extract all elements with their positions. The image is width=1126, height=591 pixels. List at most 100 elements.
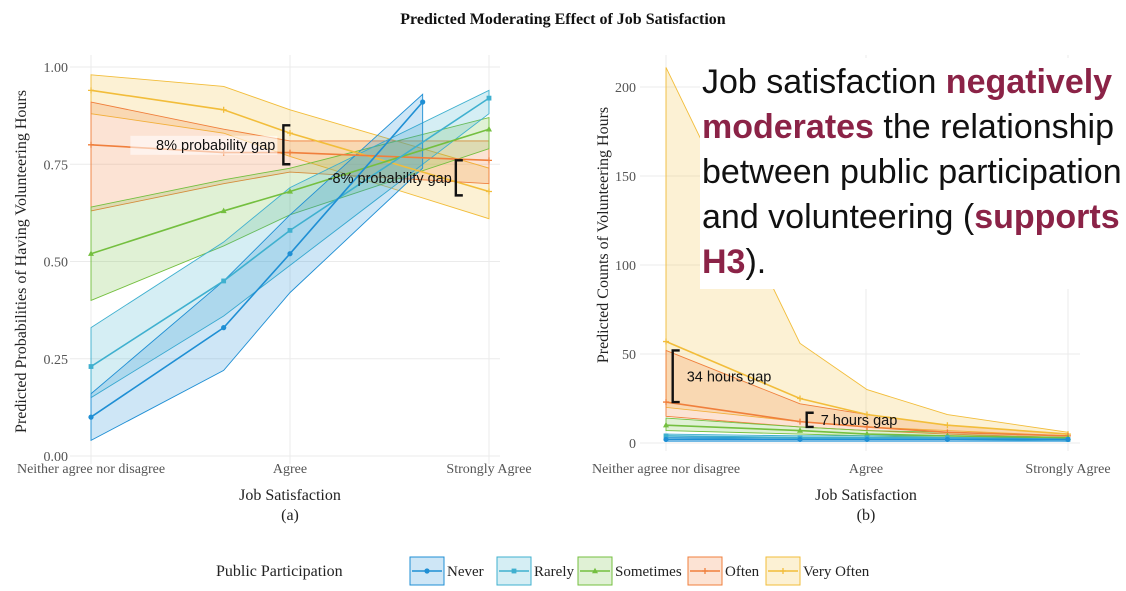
legend-item-sometimes: Sometimes — [577, 556, 682, 586]
data-point-a-rarely — [486, 95, 492, 101]
legend-marker-very-often — [780, 568, 786, 574]
data-point-a-sometimes — [88, 250, 94, 256]
legend-marker-often — [702, 568, 708, 574]
gap-bracket-a-1 — [282, 124, 291, 166]
legend-item-often: Often — [687, 556, 760, 586]
data-point-a-sometimes — [220, 207, 227, 214]
x-tick-label-b: Neither agree nor disagree — [592, 462, 740, 477]
data-point-b-often — [663, 399, 669, 406]
y-axis-title-b: Predicted Counts of Volunteering Hours — [595, 107, 612, 363]
legend-label-very-often: Very Often — [803, 564, 870, 580]
data-point-b-never — [944, 436, 951, 443]
data-point-b-often — [797, 418, 803, 425]
data-point-a-rarely — [221, 278, 227, 284]
data-point-a-never — [287, 251, 293, 257]
data-point-a-never — [88, 414, 94, 420]
callout-part-5: ). — [745, 243, 767, 281]
callout-highlight-2: supports H3 — [702, 198, 1120, 281]
data-point-b-very-often — [864, 411, 870, 418]
data-point-a-very-often — [220, 106, 227, 113]
data-point-b-never — [864, 436, 870, 443]
data-point-b-never — [1065, 436, 1071, 443]
series-line-a-sometimes — [90, 128, 490, 255]
y-tick-label-b: 200 — [615, 81, 636, 96]
data-point-a-never — [221, 325, 227, 331]
ci-band-a-never — [90, 93, 424, 442]
legend-label-often: Often — [725, 564, 760, 580]
panel-label-a: (a) — [281, 507, 299, 524]
ci-band-a-often — [90, 101, 490, 212]
x-axis-title-b: Job Satisfaction — [815, 487, 917, 504]
panel-a: 0.00 0.25 0.50 0.75 1.00 Neither agree nor di… — [13, 55, 532, 524]
data-point-b-never — [663, 436, 669, 443]
data-point-b-sometimes — [797, 427, 803, 433]
data-point-b-very-often — [663, 338, 669, 345]
y-tick-label-a: 0.25 — [44, 353, 69, 368]
legend-label-rarely: Rarely — [534, 564, 574, 580]
x-tick-label-a: Neither agree nor disagree — [17, 462, 165, 477]
gap-bracket-b-2 — [805, 411, 814, 429]
data-point-a-often — [287, 149, 293, 156]
data-point-a-often — [88, 141, 94, 148]
data-point-a-very-often — [88, 87, 94, 94]
y-tick-label-b: 0 — [629, 437, 636, 452]
gap-annotation-b-1: 34 hours gap — [687, 369, 772, 385]
panel-label-b: (b) — [857, 507, 876, 524]
y-axis-title-a: Predicted Probabilities of Having Volunt… — [13, 90, 30, 433]
legend-marker-rarely — [511, 568, 517, 574]
y-tick-label-b: 150 — [615, 170, 636, 185]
callout-part-3: the relationship between public particip… — [702, 108, 1122, 236]
gap-annotation-a-2: -8% probability gap — [328, 171, 452, 187]
series-line-a-never — [90, 101, 424, 418]
data-point-a-often — [486, 157, 492, 164]
ci-band-a-rarely — [90, 89, 490, 399]
y-tick-label-b: 50 — [622, 348, 636, 363]
callout-part-1: Job satisfaction — [702, 63, 946, 101]
callout-text: Job satisfaction negatively moderates th… — [700, 58, 1122, 289]
data-point-a-very-often — [486, 188, 492, 195]
annotation-bg-a-1 — [130, 135, 278, 155]
legend: Public Participation Never Rarely Sometimes… — [216, 556, 870, 586]
x-tick-label-b: Agree — [849, 462, 883, 477]
y-tick-label-a: 0.75 — [44, 158, 69, 173]
legend-label-sometimes: Sometimes — [615, 564, 682, 580]
legend-marker-never — [424, 568, 430, 574]
data-point-b-never — [797, 436, 803, 443]
x-tick-label-a: Agree — [273, 462, 307, 477]
y-tick-label-a: 0.50 — [44, 256, 69, 271]
data-point-b-rarely — [663, 433, 669, 439]
x-axis-title-a: Job Satisfaction — [239, 487, 341, 504]
legend-label-never: Never — [447, 564, 484, 580]
data-point-b-very-often — [944, 422, 951, 429]
data-point-b-often — [864, 423, 870, 430]
data-point-b-very-often — [797, 395, 803, 402]
legend-marker-sometimes — [592, 567, 598, 574]
data-point-a-very-often — [287, 130, 293, 137]
series-line-a-rarely — [90, 97, 490, 368]
data-point-b-sometimes — [864, 430, 870, 437]
y-tick-label-a: 1.00 — [44, 61, 69, 76]
y-tick-label-a: 0.00 — [44, 450, 69, 465]
ci-band-a-very-often — [90, 74, 490, 220]
data-point-a-rarely — [287, 227, 293, 233]
data-point-a-never — [420, 99, 426, 105]
gap-bracket-b-1 — [671, 349, 680, 404]
panel-b: 0 50 100 150 200 Neither agree nor disagree Ag… — [592, 55, 1111, 524]
gap-bracket-a-2 — [454, 159, 463, 197]
legend-title: Public Participation — [216, 563, 343, 580]
legend-item-never: Never — [409, 556, 484, 586]
series-line-a-very-often — [90, 89, 490, 193]
legend-item-very-often: Very Often — [765, 556, 870, 586]
x-tick-label-b: Strongly Agree — [1025, 462, 1110, 477]
ci-band-a-sometimes — [90, 116, 490, 302]
gap-annotation-b-2: 7 hours gap — [821, 413, 898, 429]
figure-title: Predicted Moderating Effect of Job Satis… — [400, 11, 726, 28]
data-point-a-rarely — [88, 364, 94, 369]
data-point-a-sometimes — [287, 188, 293, 194]
callout-highlight-1: negatively moderates — [702, 63, 1113, 146]
y-tick-label-b: 100 — [615, 259, 636, 274]
legend-item-rarely: Rarely — [496, 556, 574, 586]
data-point-b-sometimes — [663, 421, 669, 428]
